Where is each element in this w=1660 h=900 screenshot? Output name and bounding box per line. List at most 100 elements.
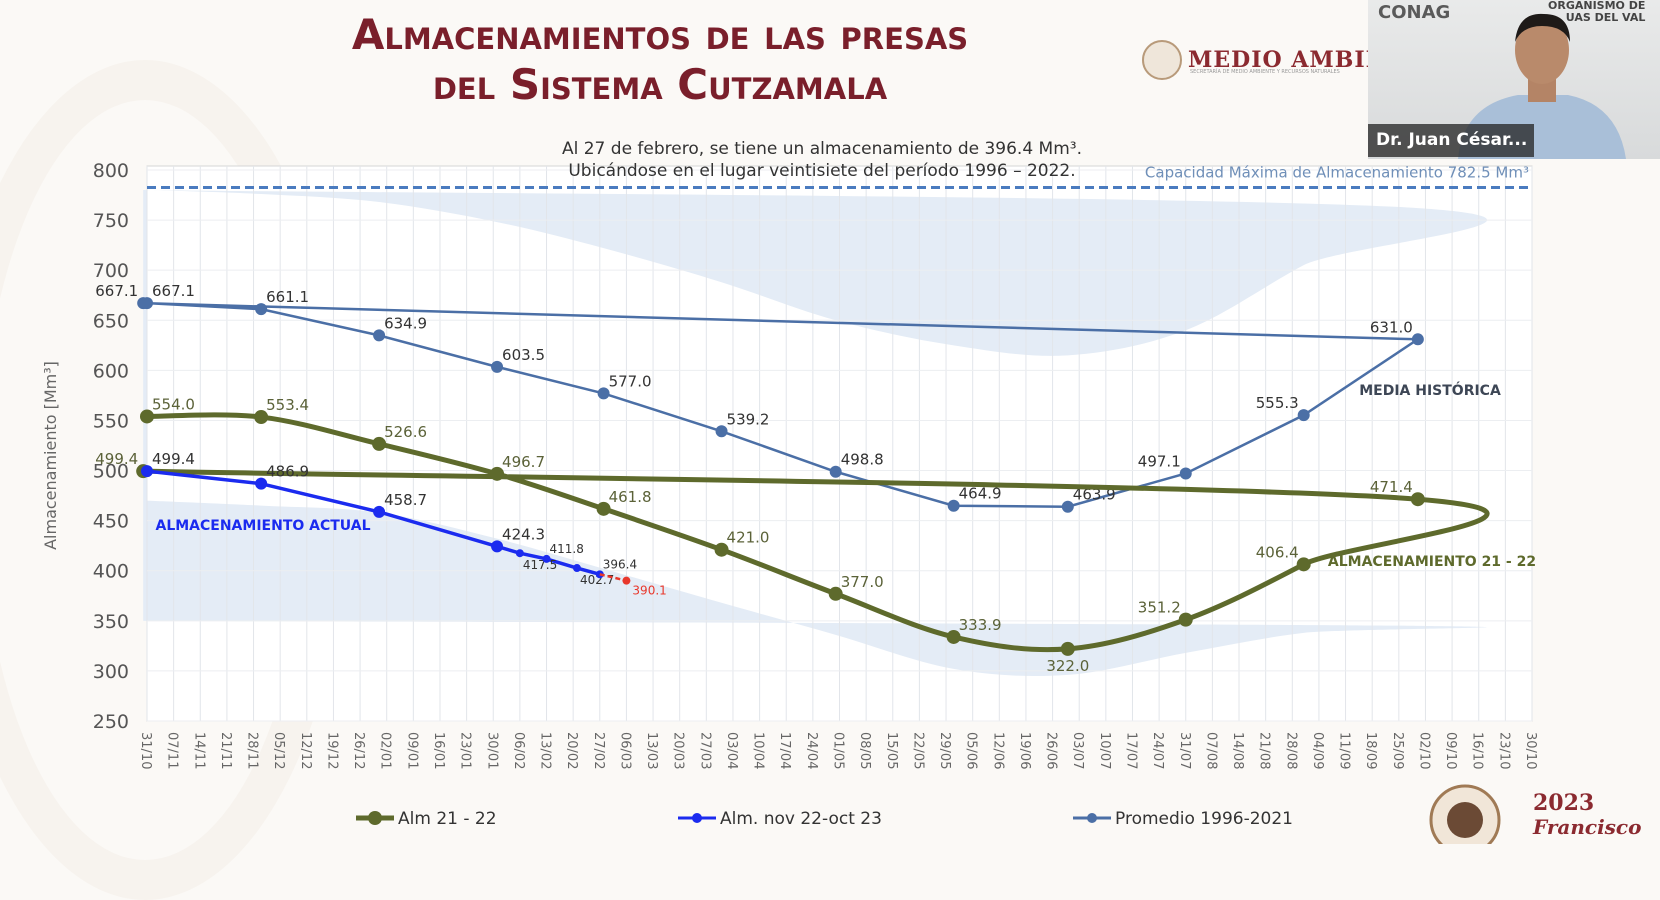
data-label: 577.0 (609, 372, 652, 390)
x-tick-label: 16/10 (1470, 732, 1485, 769)
x-tick-label: 25/09 (1390, 732, 1405, 769)
storage-chart: 31/10 07/11 14/11 21/11 28/11 05/12 12/12 19/12… (41, 139, 1538, 829)
x-tick-label: 26/12 (351, 732, 366, 769)
legend-swatch-marker (368, 811, 382, 825)
data-label: 667.1 (95, 282, 138, 300)
x-tick-label: 11/09 (1337, 732, 1352, 769)
data-point (714, 542, 729, 557)
medio-ambiente-logo: MEDIO AMBIE (1142, 40, 1383, 80)
chart-subtitle-line2: Ubicándose en el lugar veintisiete del p… (568, 161, 1075, 181)
x-tick-label: 02/10 (1416, 732, 1431, 769)
data-label: 424.3 (502, 525, 545, 543)
data-point (140, 409, 154, 424)
data-label: 463.9 (1073, 486, 1116, 504)
x-tick-label: 12/06 (990, 732, 1005, 769)
data-point (491, 360, 504, 373)
legend-label: Alm. nov 22-oct 23 (720, 809, 882, 829)
logo-subtext: SECRETARÍA DE MEDIO AMBIENTE Y RECURSOS … (1190, 69, 1340, 75)
footer-logo: 2023 Francisco (1415, 780, 1660, 856)
data-label: 458.7 (384, 491, 427, 509)
data-label: 406.4 (1256, 543, 1299, 561)
x-tick-label: 17/04 (777, 732, 792, 769)
data-label: 555.3 (1256, 394, 1299, 412)
data-label: 486.9 (266, 463, 309, 481)
presenter-name-tag: Dr. Juan César... (1368, 124, 1534, 157)
x-tick-label: 24/07 (1150, 732, 1165, 769)
data-label: 351.2 (1138, 599, 1181, 617)
x-tick-label: 21/11 (218, 732, 233, 769)
x-tick-label: 28/08 (1283, 732, 1298, 769)
data-label: 499.4 (95, 450, 138, 468)
x-tick-label: 31/07 (1177, 732, 1192, 769)
x-tick-label: 02/01 (378, 732, 393, 769)
x-tick-label: 06/02 (511, 732, 526, 769)
org-text-1: ORGANISMO DE (1548, 0, 1646, 12)
y-tick-label: 550 (93, 410, 129, 432)
data-point (829, 465, 842, 478)
data-label: 333.9 (959, 616, 1002, 634)
data-label: 322.0 (1046, 657, 1089, 675)
x-tick-label: 14/08 (1230, 732, 1245, 769)
data-label: 554.0 (152, 395, 195, 413)
data-label: 421.0 (727, 529, 770, 547)
data-point (515, 549, 524, 558)
data-point (596, 501, 611, 516)
legend-swatch-marker (1087, 813, 1097, 823)
presenter-video (1458, 13, 1626, 159)
y-tick-label: 400 (93, 561, 129, 583)
y-tick-label: 500 (93, 461, 129, 483)
data-point (715, 425, 728, 438)
x-tick-label: 19/06 (1017, 732, 1032, 769)
chart-subtitle-line1: Al 27 de febrero, se tiene un almacenami… (562, 139, 1082, 159)
data-label: 631.0 (1370, 318, 1413, 336)
data-point (1178, 612, 1193, 627)
data-label: 526.6 (384, 423, 427, 441)
data-point (137, 297, 150, 310)
x-tick-label: 16/01 (431, 732, 446, 769)
y-tick-label: 800 (93, 160, 129, 182)
data-point (1297, 409, 1310, 422)
data-point (597, 387, 610, 400)
x-tick-label: 05/12 (271, 732, 286, 769)
data-point (373, 329, 386, 342)
data-point (255, 303, 268, 316)
legend-swatch-marker (692, 813, 702, 823)
page-title-line2: del Sistema Cutzamala (432, 60, 888, 109)
data-label: 471.4 (1370, 478, 1413, 496)
capacity-label: Capacidad Máxima de Almacenamiento 782.5… (1145, 164, 1529, 182)
annotation-almacenamiento-21-22: ALMACENAMIENTO 21 - 22 (1328, 554, 1536, 570)
y-tick-label: 650 (93, 310, 129, 332)
x-tick-label: 21/08 (1257, 732, 1272, 769)
data-point (1179, 467, 1192, 480)
annotation-almacenamiento-actual: ALMACENAMIENTO ACTUAL (155, 518, 370, 534)
data-point (542, 554, 551, 563)
y-tick-label: 700 (93, 260, 129, 282)
x-tick-label: 30/01 (484, 732, 499, 769)
page-title-line1: Almacenamientos de las presas (351, 10, 969, 59)
data-label: 499.4 (152, 450, 195, 468)
video-overlay[interactable]: CONAG ORGANISMO DE UAS DEL VAL Dr. Juan C… (1368, 0, 1660, 159)
x-tick-label: 07/11 (165, 732, 180, 769)
data-point (828, 586, 843, 601)
x-tick-label: 08/05 (857, 732, 872, 769)
x-tick-label: 31/10 (138, 732, 153, 769)
data-label: 396.4 (603, 557, 637, 571)
y-tick-label: 350 (93, 611, 129, 633)
org-text-2: UAS DEL VAL (1565, 11, 1646, 24)
data-label: 496.7 (502, 453, 545, 471)
x-tick-label: 04/09 (1310, 732, 1325, 769)
series-line-1 (143, 412, 1490, 653)
y-tick-label: 250 (93, 711, 129, 733)
x-tick-label: 09/01 (404, 732, 419, 769)
x-tick-label: 15/05 (884, 732, 899, 769)
x-tick-label: 10/04 (751, 732, 766, 769)
y-tick-label: 300 (93, 661, 129, 683)
data-point (1060, 641, 1075, 656)
y-tick-label: 600 (93, 360, 129, 382)
conagua-logo: CONAG (1378, 2, 1451, 23)
data-label: 667.1 (152, 282, 195, 300)
data-point (1411, 333, 1424, 346)
x-tick-label: 18/09 (1363, 732, 1378, 769)
annotation-media-historica: MEDIA HISTÓRICA (1359, 381, 1501, 399)
x-tick-label: 13/03 (644, 732, 659, 769)
